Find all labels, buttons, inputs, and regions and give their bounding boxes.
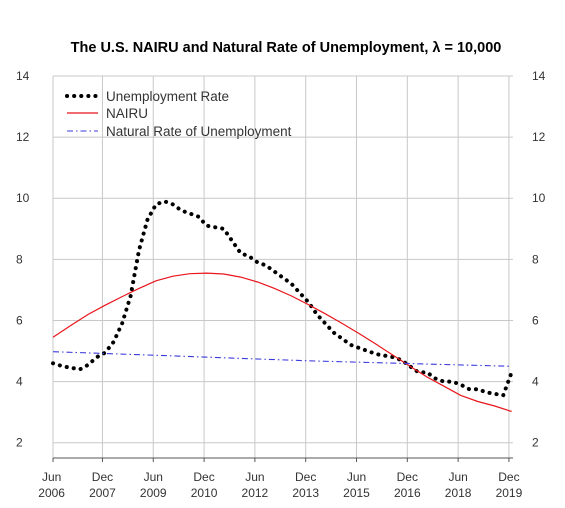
legend-label-1: Unemployment Rate — [106, 89, 229, 104]
y-tick-label-left: 2 — [16, 436, 23, 450]
chart-title: The U.S. NAIRU and Natural Rate of Unemp… — [71, 40, 502, 56]
axes: 2 2 4 4 6 6 8 8 10 10 12 12 14 14 Jun 2006 Dec 2007 Jun 200… — [16, 69, 546, 500]
y-tick-label-right: 14 — [532, 69, 546, 83]
y-tick-label-left: 8 — [16, 252, 23, 266]
x-tick-month: Dec — [92, 470, 113, 484]
x-tick-month: Jun — [144, 470, 163, 484]
y-tick-label-left: 10 — [16, 191, 30, 205]
y-tick-label-right: 2 — [532, 436, 539, 450]
x-tick-month: Dec — [397, 470, 418, 484]
y-tick-label-right: 8 — [532, 252, 539, 266]
legend-label-3: Natural Rate of Unemployment — [106, 124, 292, 139]
x-tick-year: 2016 — [394, 486, 421, 500]
y-tick-label-right: 4 — [532, 375, 539, 389]
series-line-1 — [51, 199, 514, 398]
x-tick-month: Dec — [498, 470, 519, 484]
series-group — [51, 199, 514, 413]
x-tick-month: Jun — [42, 470, 61, 484]
x-tick-year: 2018 — [445, 486, 472, 500]
x-tick-year: 2013 — [292, 486, 319, 500]
x-tick-year: 2006 — [38, 486, 65, 500]
y-tick-label-left: 4 — [16, 375, 23, 389]
x-tick-year: 2009 — [140, 486, 167, 500]
series-line-2 — [52, 272, 512, 413]
legend: Unemployment Rate NAIRU Natural Rate of Un… — [65, 89, 292, 139]
x-tick-month: Dec — [193, 470, 214, 484]
series-line-3 — [52, 351, 512, 367]
x-tick-month: Dec — [295, 470, 316, 484]
legend-label-2: NAIRU — [106, 106, 148, 121]
x-tick-year: 2019 — [496, 486, 523, 500]
x-tick-month: Jun — [245, 470, 264, 484]
y-tick-label-left: 6 — [16, 313, 23, 327]
y-tick-label-right: 12 — [532, 130, 546, 144]
y-tick-label-right: 6 — [532, 313, 539, 327]
x-tick-year: 2010 — [191, 486, 218, 500]
x-tick-year: 2007 — [89, 486, 116, 500]
grid — [52, 75, 513, 458]
y-tick-label-left: 12 — [16, 130, 30, 144]
x-tick-month: Jun — [347, 470, 366, 484]
y-tick-label-left: 14 — [16, 69, 30, 83]
y-tick-label-right: 10 — [532, 191, 546, 205]
x-tick-year: 2012 — [242, 486, 269, 500]
x-tick-year: 2015 — [343, 486, 370, 500]
x-tick-month: Jun — [448, 470, 467, 484]
